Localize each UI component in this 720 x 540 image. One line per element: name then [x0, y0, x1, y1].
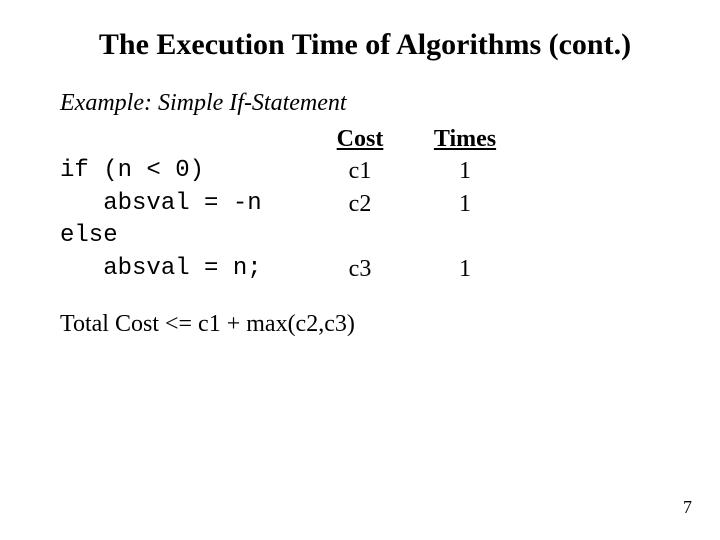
cost-cell [310, 220, 410, 252]
code-cell: else [60, 220, 310, 252]
cost-cell: c3 [310, 253, 410, 285]
page-title: The Execution Time of Algorithms (cont.) [60, 28, 670, 62]
times-cell: 1 [410, 253, 520, 285]
cost-cell: c2 [310, 188, 410, 220]
col-cost-header: Cost [310, 123, 410, 155]
times-cell: 1 [410, 188, 520, 220]
page-number: 7 [683, 497, 692, 518]
example-subtitle: Example: Simple If-Statement [60, 90, 670, 117]
times-cell [410, 220, 520, 252]
total-cost-line: Total Cost <= c1 + max(c2,c3) [60, 311, 670, 338]
cost-table: Cost Times if (n < 0) c1 1 absval = -n c… [60, 123, 670, 285]
col-blank-header [60, 123, 310, 155]
times-cell: 1 [410, 155, 520, 187]
cost-cell: c1 [310, 155, 410, 187]
slide: The Execution Time of Algorithms (cont.)… [0, 0, 720, 540]
code-cell: absval = n; [60, 253, 310, 285]
col-times-header: Times [410, 123, 520, 155]
code-cell: if (n < 0) [60, 155, 310, 187]
code-cell: absval = -n [60, 188, 310, 220]
